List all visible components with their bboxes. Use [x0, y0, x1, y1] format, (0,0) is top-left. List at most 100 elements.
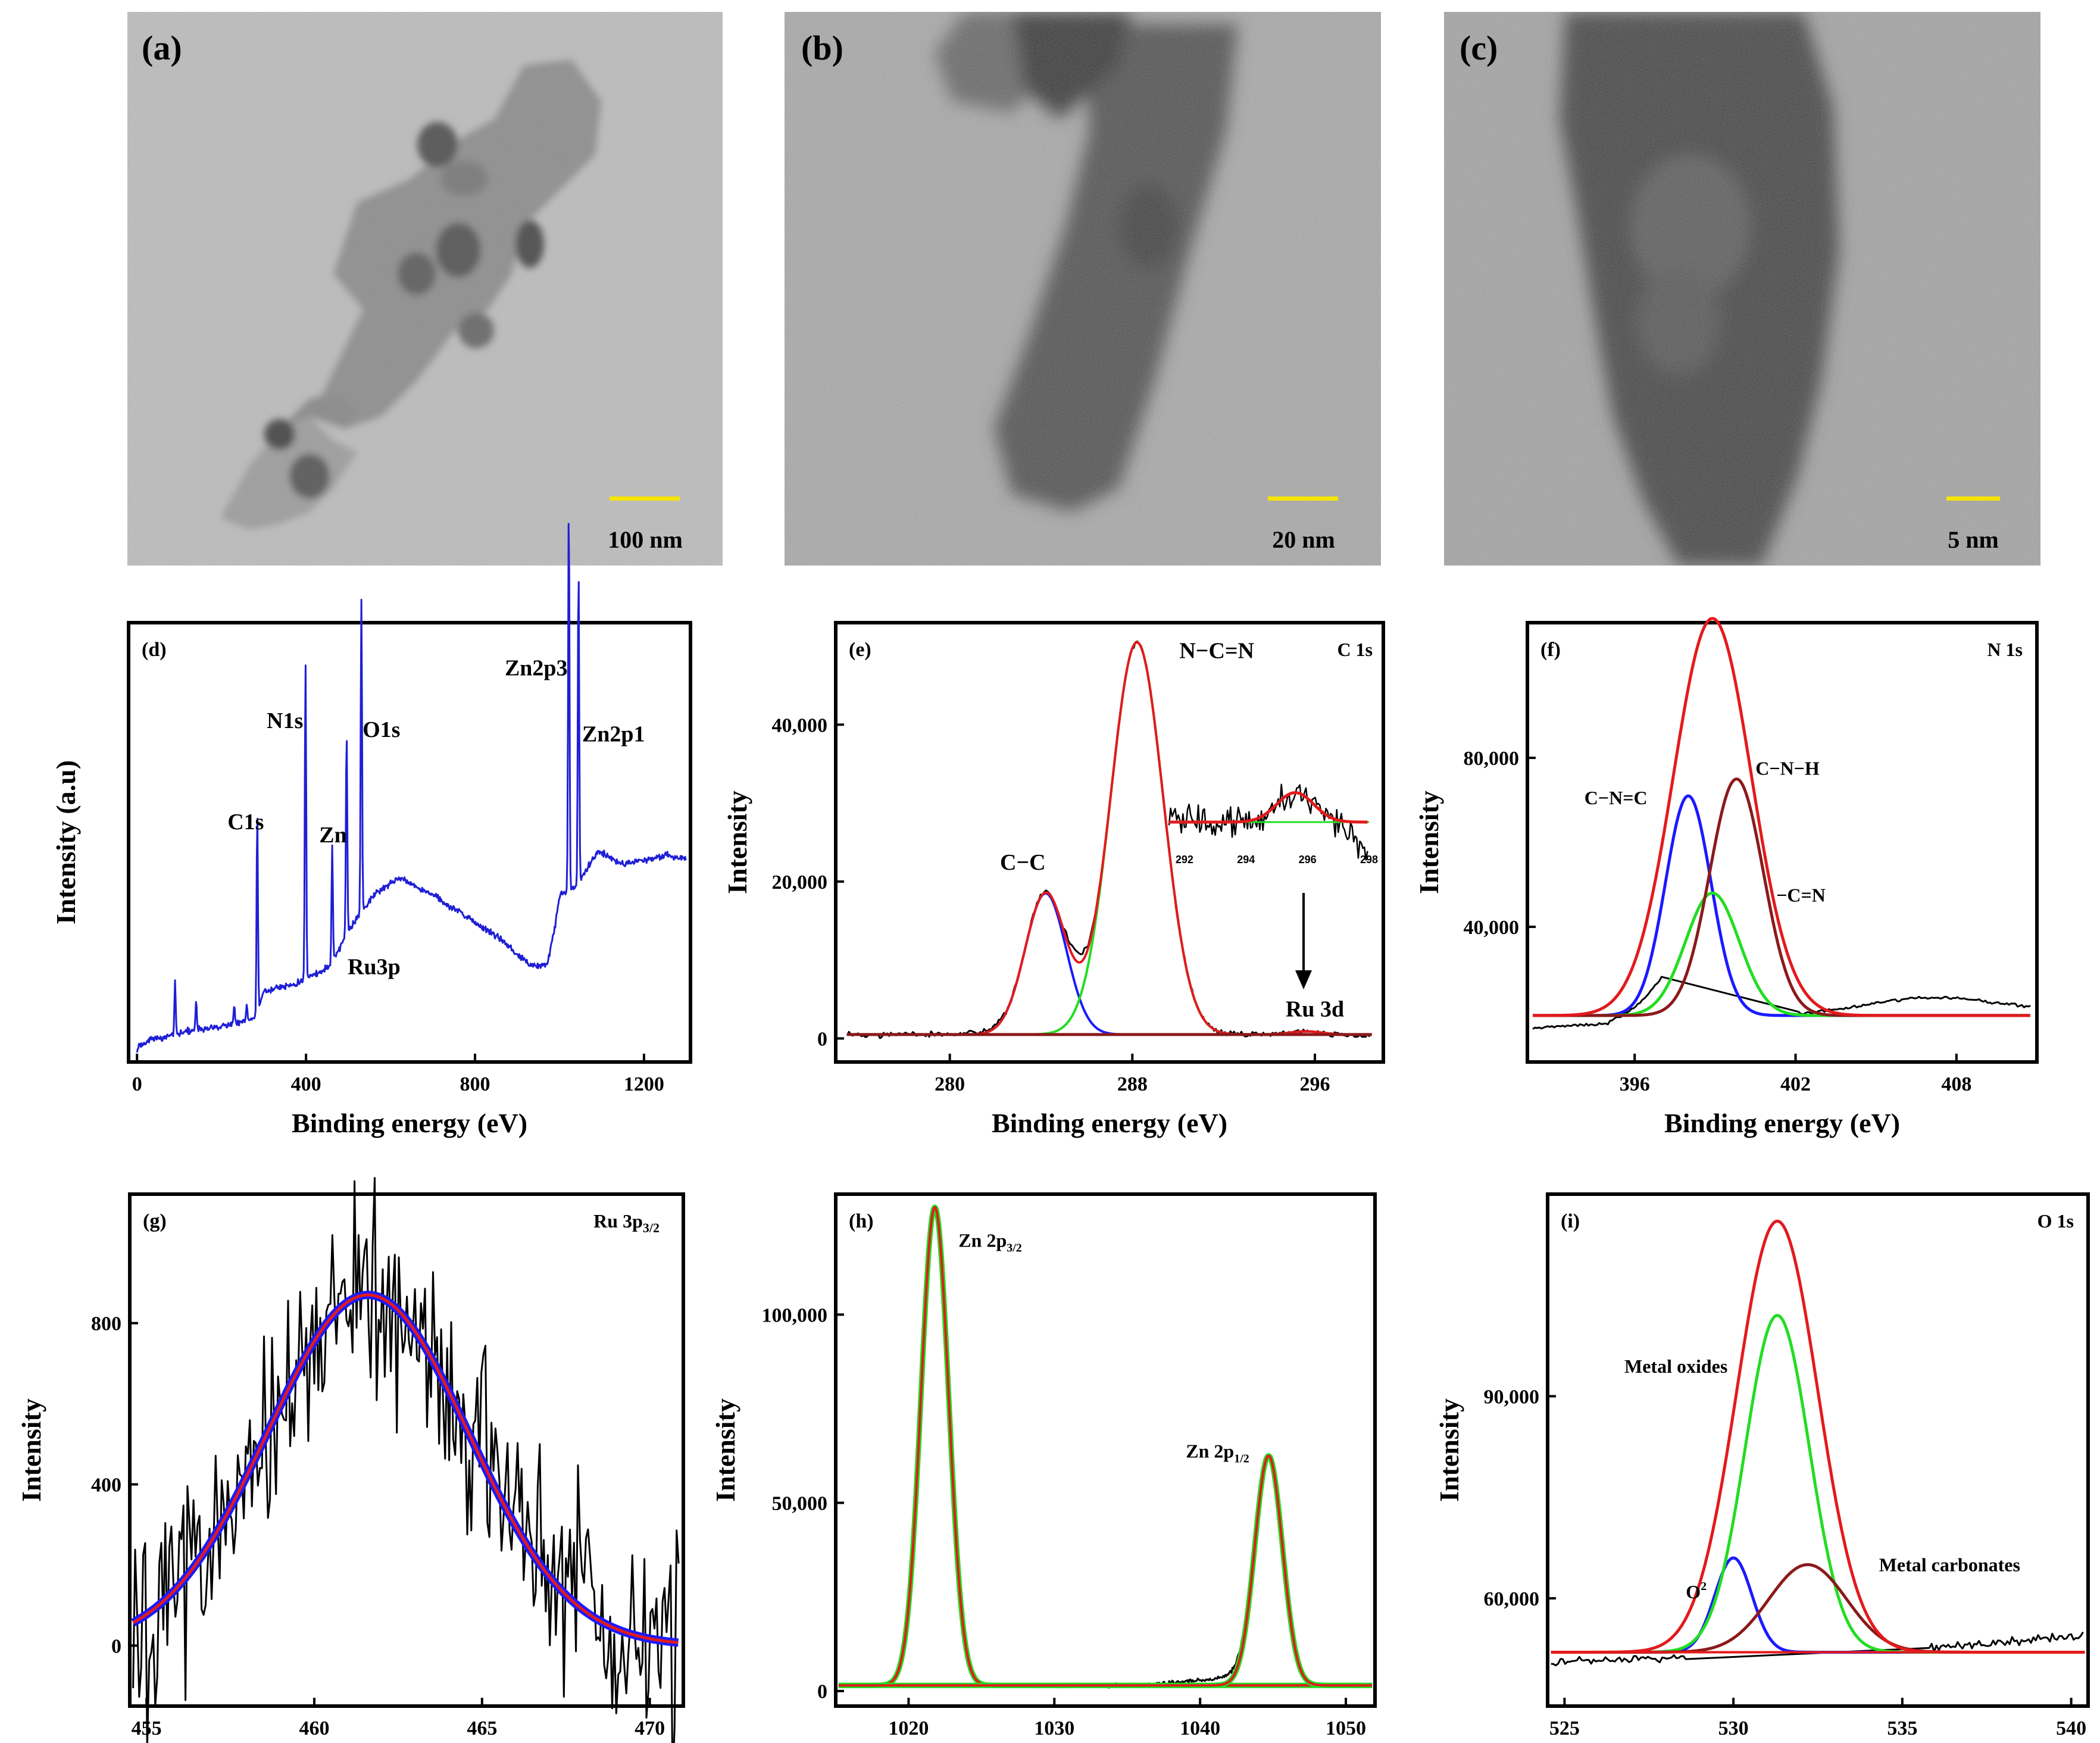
panel-label: (e) — [849, 639, 871, 661]
y-axis-title: Intensity — [710, 1398, 740, 1502]
scale-bar-label-b: 20 nm — [1272, 526, 1335, 553]
x-tick-label: 396 — [1620, 1073, 1650, 1095]
plot-frame — [1546, 1192, 2090, 1708]
y-tick-label: 0 — [817, 1028, 827, 1050]
x-tick-label: 1040 — [1180, 1717, 1220, 1739]
component-label-cnh: C−N−H — [1755, 757, 1820, 779]
peak-label-zn: Zn — [319, 823, 346, 848]
spectrum-title: O 1s — [2038, 1210, 2074, 1232]
scale-bar-label-a: 100 nm — [608, 526, 683, 553]
plot-g: 4554604654700400800Binding energy (eV)In… — [16, 1177, 685, 1743]
scale-bar-b — [1268, 496, 1338, 501]
panel-label: (d) — [142, 639, 167, 661]
x-tick-label: 288 — [1117, 1073, 1148, 1095]
scale-bar-c — [1946, 496, 2000, 501]
x-axis-title: Binding energy (eV) — [1664, 1108, 1900, 1138]
x-tick-label: 525 — [1549, 1717, 1580, 1739]
x-tick-label: 540 — [2056, 1717, 2086, 1739]
spectrum-title: N 1s — [1987, 639, 2023, 660]
component-label-cn: −C=N — [1776, 884, 1826, 905]
x-tick-label: 1050 — [1326, 1717, 1366, 1739]
raw-data-line — [1532, 976, 2031, 1030]
y-tick-label: 0 — [817, 1681, 827, 1703]
inset-x-tick-label: 292 — [1176, 854, 1193, 866]
scale-bar-label-c: 5 nm — [1948, 526, 1999, 553]
x-tick-label: 470 — [635, 1717, 665, 1739]
tem-panel-b: (b) 20 nm — [785, 12, 1381, 566]
component-label-metal-oxides: Metal oxides — [1624, 1355, 1727, 1377]
panel-label: (h) — [849, 1210, 874, 1232]
peak-label-n1s: N1s — [267, 708, 303, 733]
y-tick-label: 40,000 — [772, 714, 828, 736]
tem-panel-a: (a) 100 nm — [127, 12, 723, 566]
plot-frame — [128, 1192, 685, 1708]
y-axis-title: Intensity (a.u) — [51, 760, 81, 924]
component-label-0: Zn 2p3/2 — [958, 1230, 1022, 1255]
plot-frame — [1526, 621, 2039, 1064]
component-label-o2-main: O — [1686, 1581, 1701, 1603]
inset-arrow-head — [1295, 970, 1312, 989]
spectrum-title: C 1s — [1337, 639, 1373, 660]
y-tick-label: 80,000 — [1464, 748, 1520, 770]
tem-panel-c: (c) 5 nm — [1444, 12, 2040, 566]
panel-label: (i) — [1561, 1210, 1580, 1232]
y-tick-label: 50,000 — [772, 1493, 828, 1515]
component-label-cc: C−C — [1000, 850, 1046, 875]
y-axis-title: Intensity — [1434, 1398, 1464, 1502]
x-tick-label: 296 — [1300, 1073, 1330, 1095]
inset-x-tick-label: 298 — [1360, 854, 1378, 866]
fit-envelope-line — [1532, 617, 2030, 1017]
component-label-ncn: N−C=N — [1179, 638, 1254, 663]
y-tick-label: 800 — [91, 1313, 121, 1335]
peak-label-ru3p: Ru3p — [348, 954, 401, 979]
panel-label: (f) — [1540, 639, 1561, 661]
peak-label-zn2p3: Zn2p3 — [505, 656, 568, 681]
plot-frame — [127, 621, 692, 1064]
spectrum-title: Ru 3p3/2 — [593, 1210, 660, 1235]
plot-frame — [834, 621, 1385, 1064]
x-tick-label: 800 — [460, 1073, 490, 1095]
panel-label-a: (a) — [142, 29, 182, 67]
component-label-cnc: C−N=C — [1585, 787, 1648, 808]
y-axis-title: Intensity — [16, 1398, 46, 1502]
scale-bar-a — [610, 496, 680, 501]
x-axis-title: Binding energy (eV) — [292, 1108, 527, 1138]
peak-label-o1s: O1s — [362, 717, 400, 742]
panel-label: (g) — [143, 1210, 167, 1232]
x-tick-label: 1200 — [624, 1073, 664, 1095]
x-axis-title: Binding energy (eV) — [992, 1108, 1227, 1138]
panel-label-b: (b) — [801, 29, 843, 67]
y-tick-label: 60,000 — [1484, 1588, 1540, 1610]
y-tick-label: 400 — [91, 1475, 121, 1497]
x-tick-label: 280 — [935, 1073, 965, 1095]
y-tick-label: 40,000 — [1464, 917, 1520, 939]
raw-data-line — [1551, 1631, 2084, 1667]
component-label-main: Zn 2p — [1186, 1441, 1234, 1462]
spectrum-title-main: Ru 3p — [593, 1210, 643, 1232]
y-tick-label: 0 — [111, 1635, 121, 1657]
y-axis-title: Intensity — [722, 791, 752, 894]
inset-x-tick-label: 294 — [1237, 854, 1255, 866]
x-tick-label: 460 — [299, 1717, 330, 1739]
inset-fit-line — [1169, 791, 1368, 824]
component-label-ru3d: Ru 3d — [1286, 997, 1344, 1022]
peak-label-zn2p1: Zn2p1 — [582, 721, 645, 746]
y-tick-label: 100,000 — [762, 1304, 828, 1326]
component-label-sub: 3/2 — [1007, 1242, 1022, 1255]
x-tick-label: 530 — [1718, 1717, 1749, 1739]
peak-label-c1s: C1s — [227, 810, 264, 835]
x-tick-label: 408 — [1941, 1073, 1971, 1095]
component-label-main: Zn 2p — [958, 1230, 1007, 1251]
plot-e: 280 288 296 0 20,000 40,000 Binding energy (eV… — [722, 621, 1385, 1138]
component-label-metal-carbonates: Metal carbonates — [1879, 1554, 2020, 1576]
spectrum-title-sub: 3/2 — [643, 1220, 660, 1235]
inset-x-tick-label: 296 — [1299, 854, 1317, 866]
component-label-o2-sup: 2 — [1701, 1580, 1707, 1593]
x-tick-label: 0 — [132, 1073, 142, 1095]
component-label-1: Zn 2p1/2 — [1186, 1441, 1249, 1466]
x-tick-label: 535 — [1887, 1717, 1917, 1739]
x-tick-label: 465 — [467, 1717, 497, 1739]
